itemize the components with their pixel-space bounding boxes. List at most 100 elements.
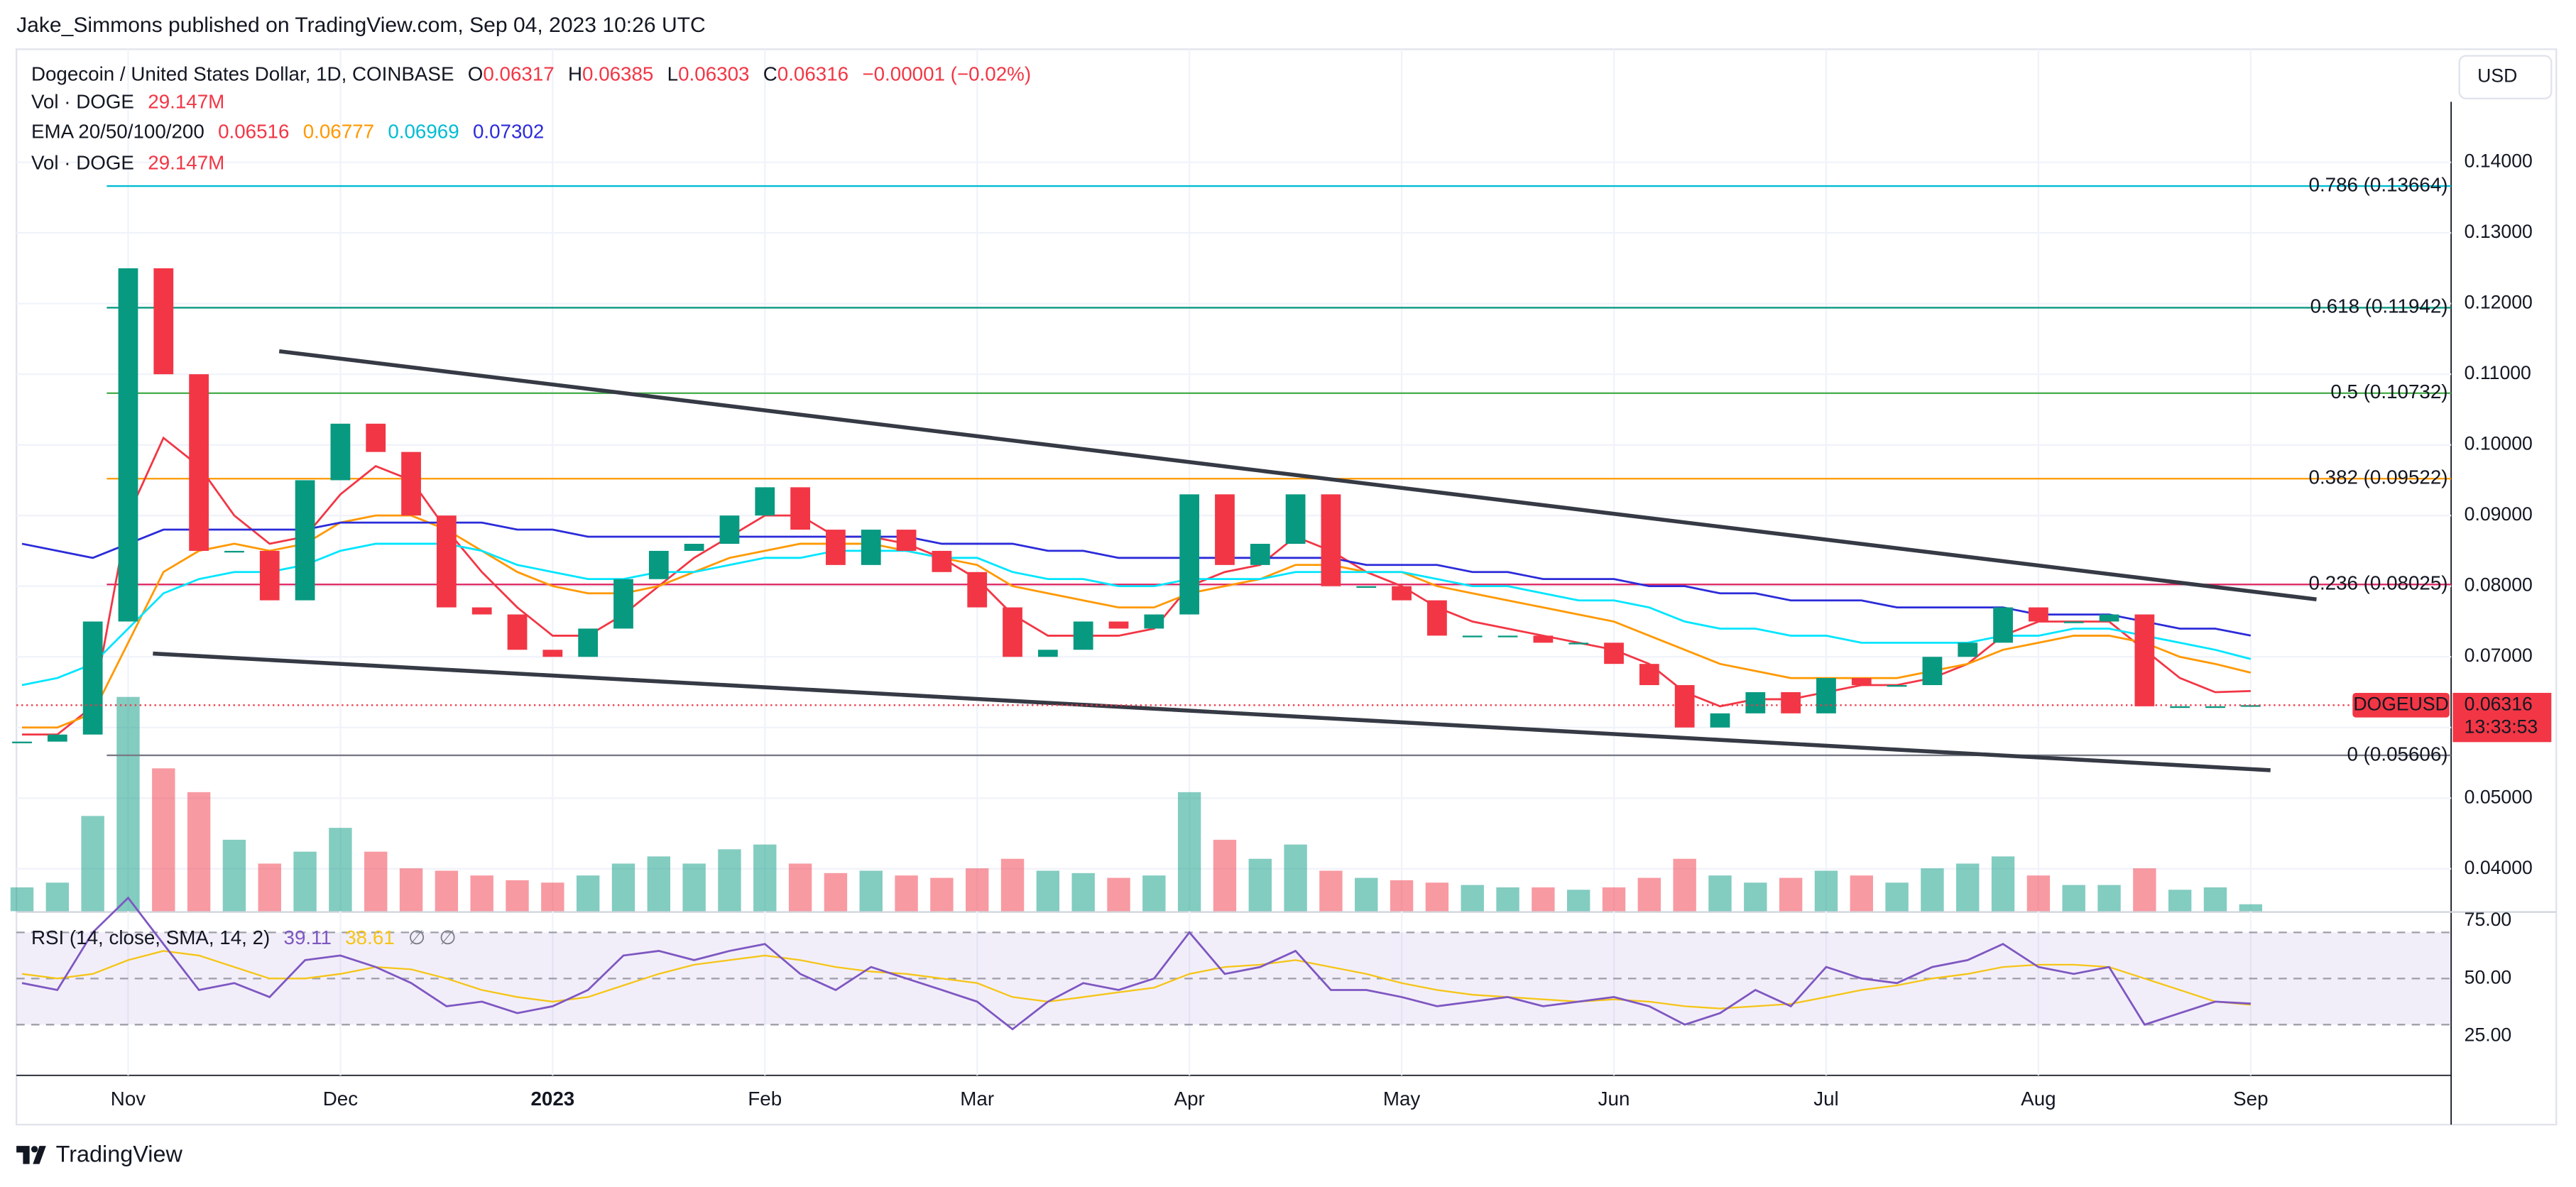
volume-bar [1744,882,1767,912]
volume-bar [1991,856,2015,912]
volume-bar [2062,885,2085,912]
candle [47,734,67,742]
footer-brand: TradingView [56,1142,183,1167]
volume-bar [506,880,529,912]
volume-bar [258,863,281,912]
currency-label[interactable]: USD [2477,65,2517,87]
candle [1037,650,1058,657]
volume-bar [2239,904,2263,912]
volume-bar [470,875,493,912]
ema-name: EMA 20/50/100/200 [31,121,204,143]
ema-readout: 0.07302 [473,121,544,143]
volume-bar [1567,890,1590,912]
ema-readout: 0.06969 [388,121,459,143]
ohlc-value: 0.06316 [777,63,848,85]
volume-bar [611,863,635,912]
fib-level-label: 0.382 (0.09522) [2309,466,2448,488]
candle [1003,607,1022,657]
volume-bar [966,868,989,912]
candle [259,550,280,601]
y-tick-label: 0.12000 [2465,292,2533,313]
candle [1321,494,1341,586]
rsi-sma-line [21,950,2251,1010]
candle [1533,635,1554,643]
countdown-label: 13:33:53 [2465,716,2538,738]
rsi-legend: RSI (14, close, SMA, 14, 2) 39.11 38.61 … [31,926,457,948]
ohlc-letter: C [763,63,777,85]
volume-bar [1355,877,1378,912]
volume-bar [2097,885,2121,912]
volume-bar [187,792,211,912]
volume-bar [293,851,317,912]
price-layer: 0.786 (0.13664) 0.618 (0.11942) 0.5 (0.107… [12,173,2452,772]
candle [861,530,881,565]
candle [1356,586,1377,589]
candle [82,621,103,735]
ticker-badge [2352,692,2450,718]
rsi-tick-label: 75.00 [2465,909,2512,930]
volume-bar [1461,885,1484,912]
y-tick-label: 0.10000 [2465,433,2533,454]
volume-bar [1532,887,1555,912]
candle [1568,642,1589,645]
candle [967,571,988,608]
candle [1108,621,1129,629]
x-tick-label: Apr [1174,1088,1205,1110]
axis-layer: 0.14000 0.13000 0.12000 0.11000 0.10000 0.090… [111,151,2552,1110]
candle [436,515,457,608]
volume-bar [1284,844,1307,912]
na-mark: ∅ [408,926,425,948]
x-tick-label: Nov [111,1088,146,1110]
ema-legend: EMA 20/50/100/200 0.06516 0.06777 0.0696… [31,121,544,143]
candle [755,487,775,516]
candle [224,550,244,553]
volume-bar [541,882,564,912]
x-tick-label: Aug [2021,1088,2056,1110]
volume-name: Vol · DOGE [31,91,134,113]
ema-line [21,521,2252,637]
currency-button[interactable]: USD [2458,55,2553,99]
volume-bar [824,873,848,912]
currency-button-frame[interactable] [2458,55,2553,99]
candle [1497,635,1518,638]
volume-bar [435,870,459,912]
candle [1710,713,1730,728]
volume-bar [1213,839,1237,912]
volume-bar [1637,877,1661,912]
volume-bar [930,877,954,912]
volume-bar [1425,882,1449,912]
candle [153,268,174,375]
x-tick-label: 2023 [530,1088,574,1110]
volume-legend: Vol · DOGE 29.147M [31,152,224,174]
candle [790,487,810,530]
volume-bar [152,768,175,912]
logo-mark [16,1146,46,1164]
y-tick-label: 0.04000 [2465,857,2533,878]
candle [613,579,633,629]
candle [2205,706,2225,709]
volume-bar [1814,870,1838,912]
candle [1144,614,1164,629]
candle [401,452,421,516]
rsi-tick-label: 50.00 [2465,966,2512,988]
volume-bar [1248,858,1272,912]
volume-bar [1319,870,1343,912]
volume-bar [2168,890,2192,912]
candle [118,268,138,622]
candle [471,607,492,615]
volume-bar [718,849,741,912]
volume-bar [399,868,423,912]
ema-line [22,514,2252,729]
candle [2170,706,2190,709]
candle [1887,685,1907,687]
candle [1427,600,1447,636]
candle [189,374,209,551]
candle [2029,607,2048,622]
na-mark: ∅ [439,926,456,948]
volume-bar [859,870,883,912]
volume-bar [222,839,246,912]
ohlc-value: 0.06317 [483,63,554,85]
volume-bar [2026,875,2051,912]
y-tick-label: 0.07000 [2465,645,2533,666]
